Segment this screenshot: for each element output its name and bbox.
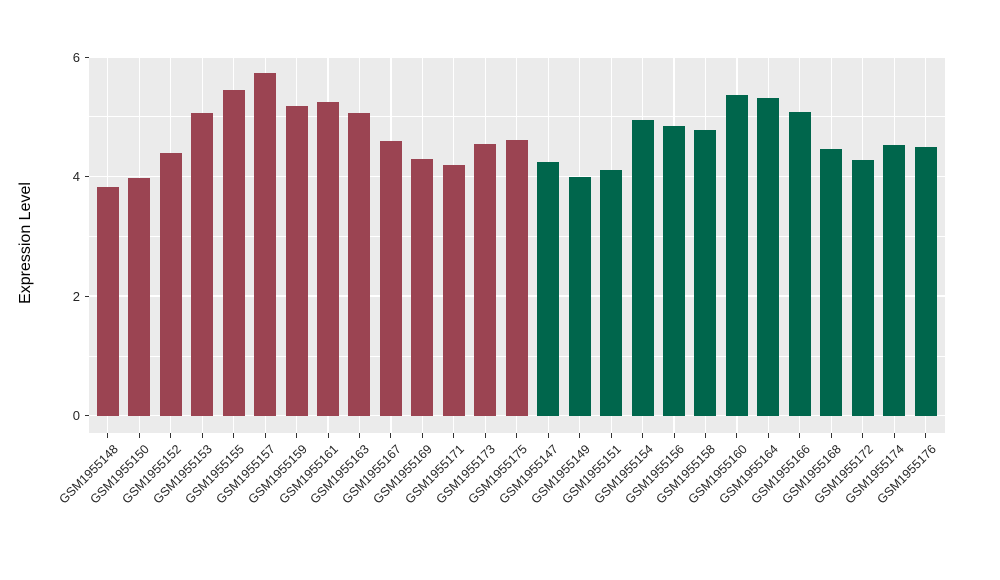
bar-GSM1955159 [285, 106, 308, 416]
x-tick-GSM1955166 [799, 433, 801, 438]
bar-GSM1955169 [411, 159, 434, 416]
x-tick-GSM1955161 [327, 433, 329, 438]
x-tick-GSM1955164 [767, 433, 769, 438]
bar-GSM1955148 [96, 187, 119, 416]
x-tick-GSM1955151 [610, 433, 612, 438]
bar-GSM1955164 [757, 98, 780, 416]
x-tick-GSM1955158 [704, 433, 706, 438]
bar-GSM1955160 [725, 94, 748, 416]
bar-GSM1955168 [820, 149, 843, 416]
bar-GSM1955157 [254, 73, 277, 416]
x-tick-GSM1955148 [107, 433, 109, 438]
bar-GSM1955174 [883, 144, 906, 416]
x-tick-GSM1955149 [579, 433, 581, 438]
bar-GSM1955173 [474, 144, 497, 416]
bar-GSM1955176 [914, 146, 937, 416]
bar-GSM1955175 [505, 140, 528, 416]
x-tick-GSM1955154 [642, 433, 644, 438]
bar-GSM1955172 [851, 159, 874, 416]
bar-GSM1955163 [348, 113, 371, 416]
bar-GSM1955153 [191, 112, 214, 416]
x-tick-GSM1955169 [421, 433, 423, 438]
bar-GSM1955147 [537, 162, 560, 416]
bar-GSM1955158 [694, 129, 717, 416]
bar-GSM1955161 [317, 102, 340, 416]
y-tick-0 [84, 415, 89, 417]
bar-GSM1955150 [128, 178, 151, 416]
x-tick-GSM1955168 [830, 433, 832, 438]
bar-GSM1955149 [568, 176, 591, 416]
bar-GSM1955167 [379, 141, 402, 416]
x-tick-GSM1955175 [516, 433, 518, 438]
x-tick-GSM1955155 [233, 433, 235, 438]
x-tick-GSM1955176 [925, 433, 927, 438]
y-tick-label: 6 [72, 49, 80, 65]
x-tick-GSM1955150 [138, 433, 140, 438]
x-tick-GSM1955152 [170, 433, 172, 438]
gridline-major-y6 [89, 56, 945, 58]
y-tick-2 [84, 295, 89, 297]
bar-GSM1955166 [788, 112, 811, 416]
bar-GSM1955152 [159, 152, 182, 416]
bar-GSM1955171 [442, 165, 465, 416]
x-tick-GSM1955147 [547, 433, 549, 438]
x-tick-GSM1955172 [862, 433, 864, 438]
y-tick-6 [84, 56, 89, 58]
y-tick-4 [84, 176, 89, 178]
bar-GSM1955155 [222, 89, 245, 416]
y-tick-label: 2 [72, 288, 80, 304]
bar-GSM1955154 [631, 119, 654, 416]
x-tick-GSM1955153 [201, 433, 203, 438]
x-tick-GSM1955160 [736, 433, 738, 438]
x-tick-GSM1955156 [673, 433, 675, 438]
x-tick-GSM1955167 [390, 433, 392, 438]
x-tick-GSM1955163 [358, 433, 360, 438]
bar-GSM1955156 [663, 125, 685, 416]
y-axis-title: Expression Level [17, 182, 34, 304]
x-tick-GSM1955173 [484, 433, 486, 438]
x-tick-GSM1955171 [453, 433, 455, 438]
x-tick-GSM1955174 [893, 433, 895, 438]
x-tick-GSM1955157 [264, 433, 266, 438]
y-tick-label: 4 [72, 169, 80, 185]
y-tick-label: 0 [72, 408, 80, 424]
bar-GSM1955151 [600, 169, 623, 416]
x-tick-GSM1955159 [296, 433, 298, 438]
